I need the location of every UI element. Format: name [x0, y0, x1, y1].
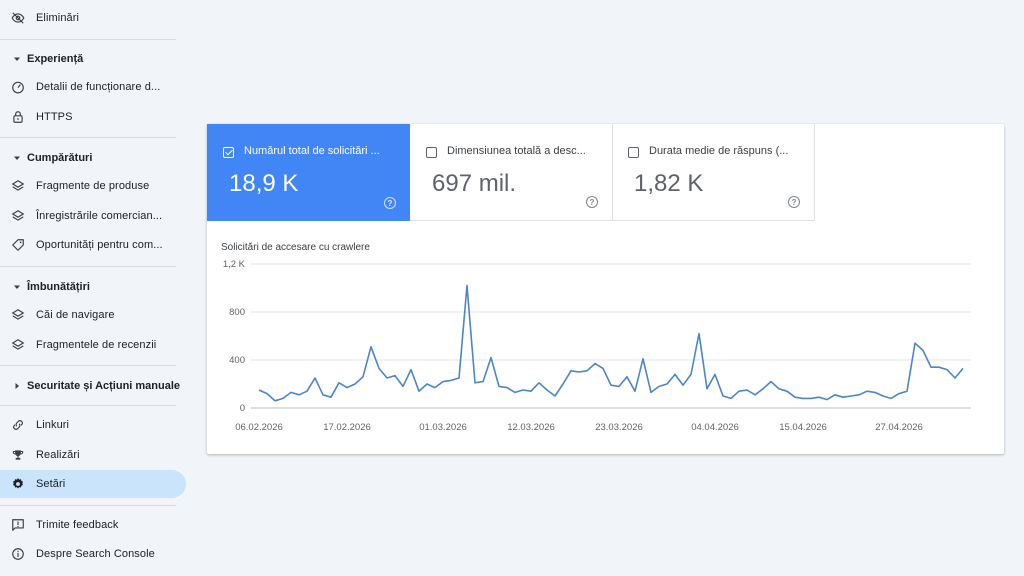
help-icon[interactable]: ? [586, 196, 598, 208]
sidebar-item-label: Despre Search Console [36, 548, 155, 560]
metric-total-download-size[interactable]: Dimensiunea totală a desc... 697 mil. ? [410, 124, 613, 221]
checkbox-unchecked[interactable] [628, 147, 639, 158]
caret-down-icon [12, 153, 22, 163]
feedback-icon [11, 518, 25, 532]
metric-total-requests[interactable]: Numărul total de solicitări ... 18,9 K ? [207, 124, 410, 221]
sidebar-item-fragmente-recenzii[interactable]: Fragmentele de recenzii [0, 331, 186, 359]
metric-value: 697 mil. [432, 170, 517, 197]
caret-right-icon [12, 381, 22, 391]
sidebar-item-despre[interactable]: Despre Search Console [0, 540, 186, 568]
x-tick-label: 23.03.2026 [595, 422, 643, 433]
divider [0, 405, 176, 406]
sidebar-item-inregistrari[interactable]: Înregistrările comercian... [0, 202, 186, 230]
sidebar-item-label: Realizări [36, 449, 80, 461]
metric-value: 18,9 K [229, 170, 299, 197]
x-tick-label: 15.04.2026 [779, 422, 827, 433]
sidebar-item-fragmente-produse[interactable]: Fragmente de produse [0, 172, 186, 200]
layers-icon [11, 338, 25, 352]
section-imbunatatiri[interactable]: Îmbunătățiri [0, 275, 186, 299]
checkbox-checked[interactable] [223, 147, 234, 158]
y-tick-label: 800 [229, 307, 245, 318]
section-label: Securitate și Acțiuni manuale [27, 380, 181, 392]
metric-avg-response-time[interactable]: Durata medie de răspuns (... 1,82 K ? [612, 124, 815, 221]
sidebar-item-label: HTTPS [36, 111, 73, 123]
caret-down-icon [12, 54, 22, 64]
layers-icon [11, 209, 25, 223]
crawl-stats-card: Numărul total de solicitări ... 18,9 K ?… [207, 124, 1004, 454]
lock-icon [11, 110, 25, 124]
sidebar-item-label: Trimite feedback [36, 519, 119, 531]
sidebar-item-setari[interactable]: Setări [0, 470, 186, 498]
sidebar-item-label: Detalii de funcționare d... [36, 81, 161, 93]
checkbox-unchecked[interactable] [426, 147, 437, 158]
tag-icon [11, 238, 25, 252]
trophy-icon [11, 448, 25, 462]
info-icon [11, 547, 25, 561]
sidebar-item-label: Linkuri [36, 419, 70, 431]
x-tick-label: 01.03.2026 [419, 422, 467, 433]
section-securitate[interactable]: Securitate și Acțiuni manuale [0, 374, 186, 398]
section-cumparaturi[interactable]: Cumpărături [0, 146, 186, 170]
sidebar-item-linkuri[interactable]: Linkuri [0, 411, 186, 439]
section-label: Cumpărături [27, 152, 93, 164]
metric-label: Dimensiunea totală a desc... [447, 145, 586, 157]
sidebar-item-realizari[interactable]: Realizări [0, 441, 186, 469]
divider [0, 137, 176, 138]
sidebar-item-label: Eliminări [36, 12, 80, 24]
y-tick-label: 400 [229, 355, 245, 366]
divider [0, 266, 176, 267]
sidebar-item-label: Înregistrările comercian... [36, 210, 163, 222]
divider [0, 505, 176, 506]
metric-label: Numărul total de solicitări ... [244, 145, 380, 157]
sidebar-item-label: Fragmentele de recenzii [36, 339, 157, 351]
divider [0, 39, 176, 40]
x-tick-label: 12.03.2026 [507, 422, 555, 433]
sidebar-item-label: Oportunități pentru com... [36, 239, 163, 251]
chart-title: Solicitări de accesare cu crawlere [221, 242, 370, 253]
help-icon[interactable]: ? [384, 197, 396, 209]
y-tick-label: 0 [240, 403, 245, 414]
sidebar-item-feedback[interactable]: Trimite feedback [0, 511, 186, 539]
section-label: Experiență [27, 53, 84, 65]
crawl-requests-chart: 0 400 800 1,2 K 06.02.2026 17.02.2026 01.03.20… [223, 259, 971, 433]
link-icon [11, 418, 25, 432]
gear-icon [11, 477, 25, 491]
x-tick-label: 27.04.2026 [875, 422, 923, 433]
sidebar-item-label: Căi de navigare [36, 309, 115, 321]
y-tick-label: 1,2 K [223, 259, 246, 270]
metric-label: Durata medie de răspuns (... [649, 145, 789, 157]
section-label: Îmbunătățiri [27, 281, 90, 293]
series-line [258, 284, 964, 402]
sidebar-item-label: Setări [36, 478, 66, 490]
x-tick-label: 06.02.2026 [235, 422, 283, 433]
sidebar-item-cai-navigare[interactable]: Căi de navigare [0, 301, 186, 329]
layers-icon [11, 179, 25, 193]
layers-icon [11, 308, 25, 322]
sidebar-item-eliminari[interactable]: Eliminări [0, 4, 186, 32]
divider [0, 365, 176, 366]
sidebar-item-https[interactable]: HTTPS [0, 103, 186, 131]
caret-down-icon [12, 282, 22, 292]
sidebar-item-detalii[interactable]: Detalii de funcționare d... [0, 73, 186, 101]
help-icon[interactable]: ? [788, 196, 800, 208]
sidebar: Eliminări Experiență Detalii de funcțion… [0, 0, 190, 576]
sidebar-item-oportunitati[interactable]: Oportunități pentru com... [0, 231, 186, 259]
sidebar-item-label: Fragmente de produse [36, 180, 150, 192]
speedometer-icon [11, 80, 25, 94]
x-tick-label: 17.02.2026 [323, 422, 371, 433]
metric-value: 1,82 K [634, 170, 704, 197]
x-tick-label: 04.04.2026 [691, 422, 739, 433]
section-experienta[interactable]: Experiență [0, 47, 186, 71]
eye-off-icon [11, 11, 25, 25]
